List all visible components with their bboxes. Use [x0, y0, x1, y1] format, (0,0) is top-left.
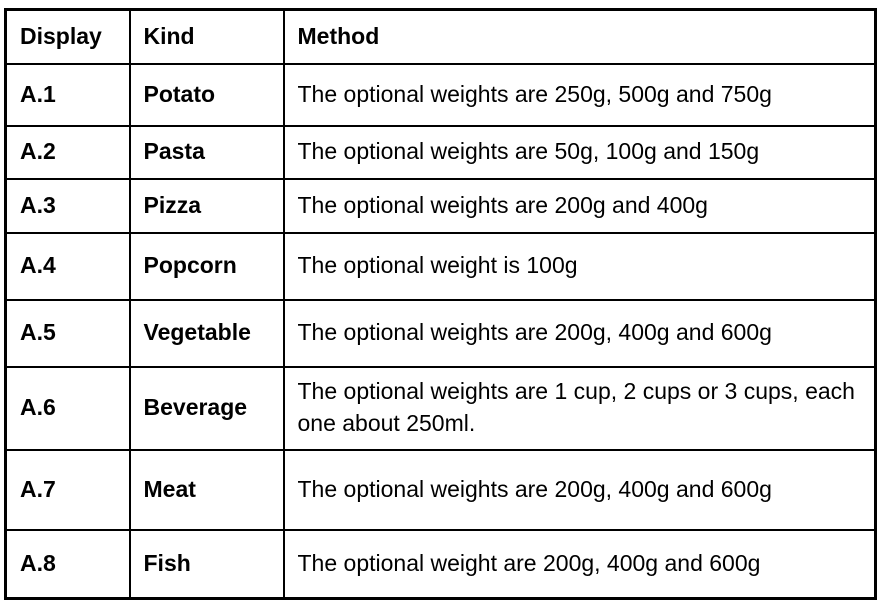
cell-method: The optional weights are 250g, 500g and …	[282, 62, 877, 127]
table-row: A.7 Meat The optional weights are 200g, …	[4, 448, 877, 531]
cell-display: A.4	[4, 231, 131, 301]
table-row: A.3 Pizza The optional weights are 200g …	[4, 177, 877, 234]
table-header: Display Kind Method	[4, 8, 877, 65]
cell-method: The optional weights are 200g and 400g	[282, 177, 877, 234]
cell-display: A.2	[4, 124, 131, 180]
cell-kind: Popcorn	[128, 231, 285, 301]
cell-display: A.8	[4, 528, 131, 600]
cell-method: The optional weight is 100g	[282, 231, 877, 301]
cell-display: A.5	[4, 298, 131, 368]
column-header-display: Display	[4, 8, 131, 65]
cell-kind: Potato	[128, 62, 285, 127]
cell-kind: Meat	[128, 448, 285, 531]
table-body: A.1 Potato The optional weights are 250g…	[4, 62, 877, 600]
table-row: A.6 Beverage The optional weights are 1 …	[4, 365, 877, 451]
column-header-method: Method	[282, 8, 877, 65]
cell-kind: Pasta	[128, 124, 285, 180]
table-row: A.8 Fish The optional weight are 200g, 4…	[4, 528, 877, 600]
cell-method: The optional weight are 200g, 400g and 6…	[282, 528, 877, 600]
cell-method: The optional weights are 200g, 400g and …	[282, 448, 877, 531]
cell-kind: Pizza	[128, 177, 285, 234]
column-header-kind: Kind	[128, 8, 285, 65]
cell-method: The optional weights are 50g, 100g and 1…	[282, 124, 877, 180]
table-row: A.4 Popcorn The optional weight is 100g	[4, 231, 877, 301]
table-row: A.1 Potato The optional weights are 250g…	[4, 62, 877, 127]
cell-display: A.1	[4, 62, 131, 127]
cell-display: A.6	[4, 365, 131, 451]
header-row: Display Kind Method	[4, 8, 877, 65]
table-row: A.5 Vegetable The optional weights are 2…	[4, 298, 877, 368]
cell-kind: Beverage	[128, 365, 285, 451]
table-row: A.2 Pasta The optional weights are 50g, …	[4, 124, 877, 180]
cell-display: A.7	[4, 448, 131, 531]
cell-kind: Vegetable	[128, 298, 285, 368]
cell-method: The optional weights are 200g, 400g and …	[282, 298, 877, 368]
weight-preset-table: Display Kind Method A.1 Potato The optio…	[4, 8, 877, 600]
cell-method: The optional weights are 1 cup, 2 cups o…	[282, 365, 877, 451]
cell-kind: Fish	[128, 528, 285, 600]
cell-display: A.3	[4, 177, 131, 234]
